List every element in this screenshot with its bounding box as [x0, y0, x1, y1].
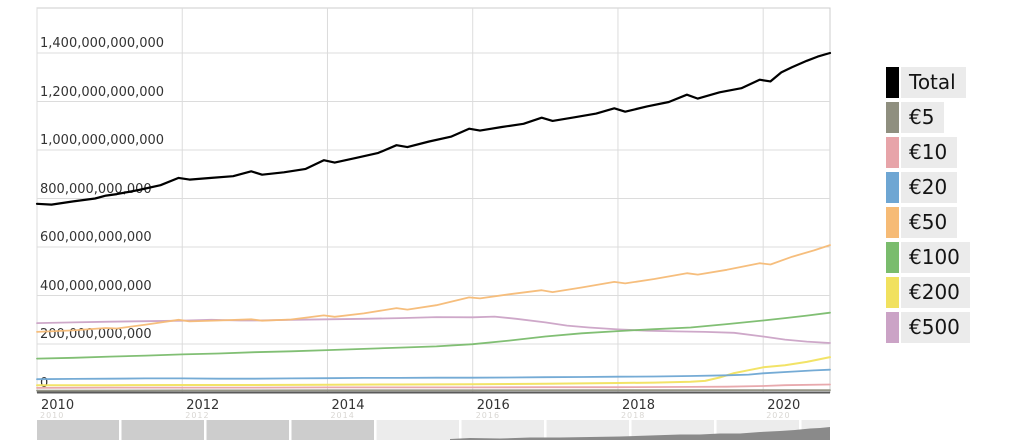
navigator-tick-label: 2012 — [185, 411, 210, 420]
navigator-separator — [204, 420, 207, 440]
legend-swatch — [886, 277, 899, 308]
legend-item-eur500[interactable]: €500 — [886, 312, 970, 343]
y-tick-label: 1,200,000,000,000 — [40, 84, 165, 100]
series-line-eur20 — [36, 368, 831, 381]
legend-item-eur20[interactable]: €20 — [886, 172, 958, 203]
navigator-separator — [544, 420, 547, 440]
navigator-tick-label: 2018 — [620, 411, 646, 420]
legend-swatch — [886, 242, 899, 273]
x-tick-label: 2016 — [476, 398, 510, 413]
legend-swatch — [886, 102, 899, 133]
y-tick-label: 1,400,000,000,000 — [40, 36, 165, 51]
legend-label: €100 — [901, 242, 970, 273]
legend-item-eur5[interactable]: €5 — [886, 102, 945, 133]
legend-label: €50 — [901, 207, 958, 238]
legend: Total €5 €10 €20 €50 €100 €200 €500 — [886, 67, 970, 343]
legend-swatch — [886, 207, 899, 238]
navigator-separator — [629, 420, 632, 440]
legend-label: Total — [901, 67, 966, 98]
series-line-eur10 — [36, 383, 831, 389]
navigator-separator — [374, 420, 377, 440]
legend-label: €20 — [901, 172, 958, 203]
series-line-eur5 — [36, 389, 831, 392]
x-tick-label: 2018 — [621, 398, 656, 413]
series-line-eur50 — [36, 244, 831, 333]
legend-item-total[interactable]: Total — [886, 67, 966, 98]
legend-label: €200 — [901, 277, 970, 308]
series-line-total — [35, 51, 832, 206]
legend-label: €10 — [901, 137, 958, 168]
navigator-separator — [119, 420, 122, 440]
x-tick-label: 2012 — [186, 398, 220, 413]
x-tick-label: 2020 — [767, 398, 801, 413]
x-tick-label: 2014 — [331, 398, 365, 413]
legend-swatch — [886, 312, 899, 343]
series-line-eur100 — [36, 311, 831, 360]
navigator-separator — [459, 420, 462, 440]
y-tick-label: 400,000,000,000 — [40, 278, 152, 294]
navigator-tick-label: 2014 — [330, 411, 355, 420]
navigator-separator — [289, 420, 292, 440]
navigator-tick-label: 2010 — [40, 411, 65, 420]
legend-item-eur200[interactable]: €200 — [886, 277, 970, 308]
legend-item-eur50[interactable]: €50 — [886, 207, 958, 238]
navigator-tick-label: 2020 — [766, 411, 791, 420]
navigator-sparkline — [450, 427, 830, 440]
legend-swatch — [886, 67, 899, 98]
legend-label: €5 — [901, 102, 945, 133]
legend-item-eur10[interactable]: €10 — [886, 137, 958, 168]
x-tick-label: 2010 — [41, 398, 75, 413]
series-line-eur200 — [36, 356, 831, 387]
legend-swatch — [886, 137, 899, 168]
time-range-selector[interactable] — [37, 420, 830, 440]
y-tick-label: 600,000,000,000 — [40, 230, 152, 245]
y-tick-label: 1,000,000,000,000 — [40, 133, 165, 148]
navigator-tick-label: 2016 — [475, 411, 501, 420]
legend-swatch — [886, 172, 899, 203]
series-line-eur500 — [36, 315, 831, 344]
y-tick-label: 0 — [40, 375, 49, 391]
navigator-separator — [714, 420, 717, 440]
legend-label: €500 — [901, 312, 970, 343]
legend-item-eur100[interactable]: €100 — [886, 242, 970, 273]
